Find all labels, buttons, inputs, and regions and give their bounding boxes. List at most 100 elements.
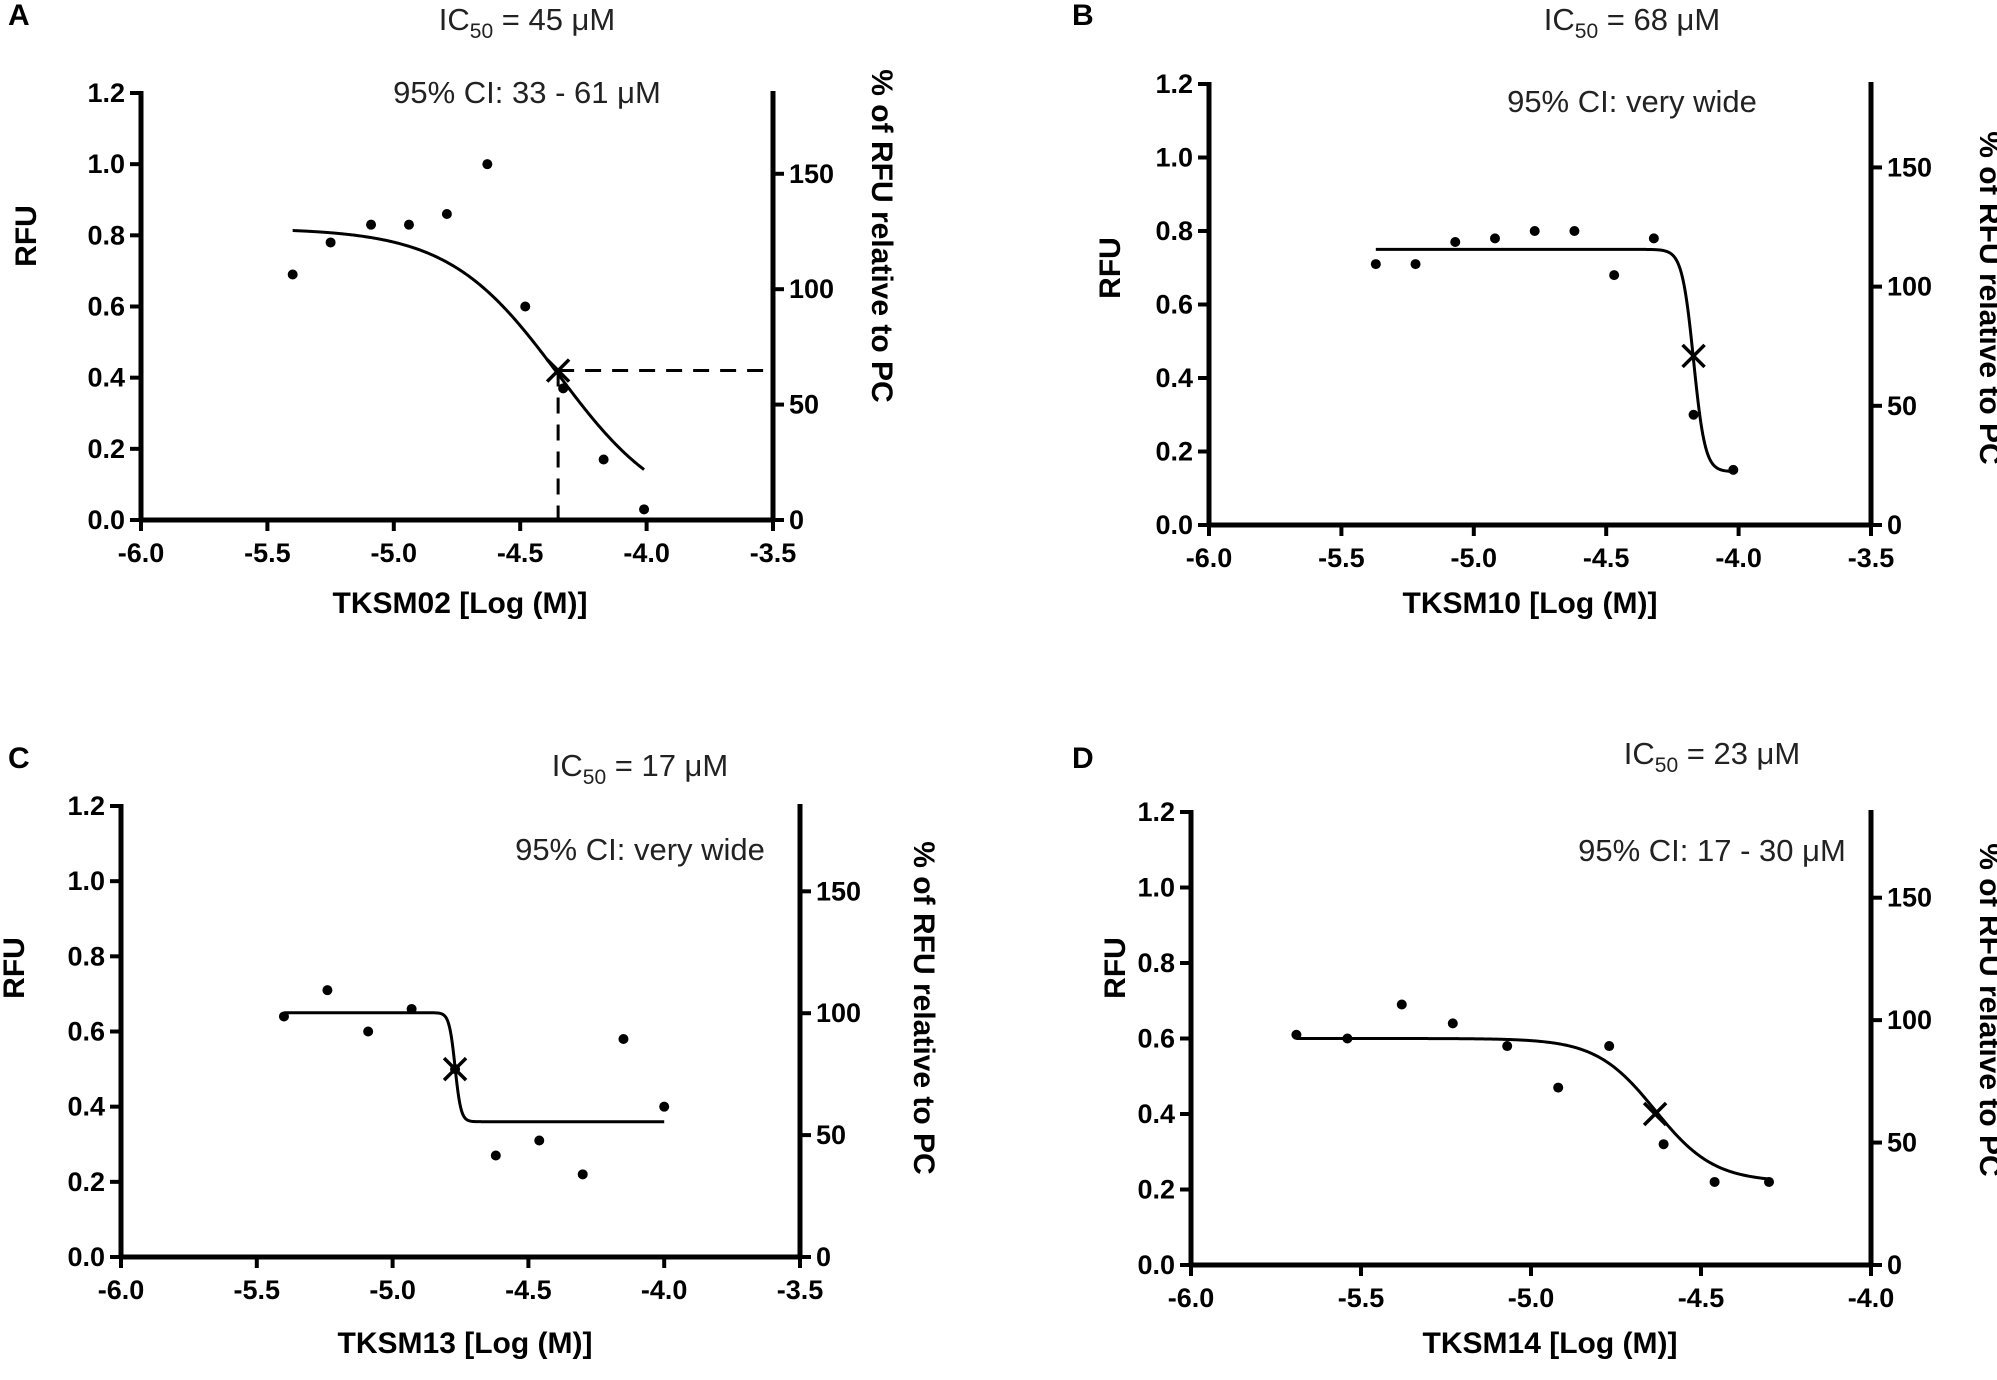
data-point (618, 1034, 629, 1045)
ci-label: 95% CI: very wide (515, 832, 765, 867)
ic50-prefix: IC (552, 748, 583, 783)
x-axis-title: TKSM14 [Log (M)] (1423, 1327, 1678, 1360)
y-axis-title: RFU (1099, 937, 1132, 999)
x-axis-title: TKSM10 [Log (M)] (1403, 587, 1658, 620)
data-point (1604, 1041, 1615, 1052)
ci-label: 95% CI: very wide (1507, 84, 1757, 119)
data-point (1728, 464, 1739, 475)
data-point (325, 237, 336, 248)
y2-tick-label: 150 (1887, 152, 1932, 182)
ic50-label: IC50 = 45 μM (439, 2, 615, 43)
data-point (287, 269, 298, 280)
x-tick-label: -4.0 (1715, 543, 1762, 573)
data-point (639, 504, 650, 515)
data-point (1658, 1139, 1669, 1150)
y2-tick-label: 100 (1887, 272, 1932, 302)
x-axis-title: TKSM13 [Log (M)] (338, 1327, 593, 1360)
x-tick-label: -3.5 (750, 538, 797, 568)
y-axis-title: RFU (1094, 237, 1127, 299)
y-tick-label: 0.4 (1137, 1099, 1175, 1129)
x-tick-label: -4.5 (1678, 1283, 1725, 1313)
y-tick-label: 1.2 (87, 78, 125, 108)
data-point (1529, 226, 1540, 236)
data-point (1396, 999, 1407, 1010)
ic50-marker-stroke (1642, 1101, 1668, 1127)
y-tick-label: 0.4 (1155, 363, 1193, 393)
y-tick-label: 0.6 (87, 292, 125, 322)
y-axis-title: RFU (10, 205, 43, 267)
y-tick-label: 1.2 (67, 791, 105, 821)
data-point (1489, 233, 1500, 244)
x-tick-label: -6.0 (1186, 543, 1233, 573)
ic50-value: = 45 μM (493, 2, 615, 37)
data-point (1370, 259, 1381, 270)
panel-letter: B (1072, 0, 1094, 32)
y-tick-label: 1.2 (1155, 69, 1193, 99)
y2-tick-label: 150 (1887, 883, 1932, 913)
x-tick-label: -3.5 (777, 1275, 824, 1305)
y-tick-label: 1.2 (1137, 797, 1175, 827)
y2-tick-label: 0 (1887, 1250, 1902, 1280)
data-point (520, 301, 531, 312)
panel-letter: C (8, 742, 30, 775)
ic50-subscript: 50 (1655, 754, 1678, 777)
x-tick-label: -6.0 (118, 538, 165, 568)
x-tick-label: -4.0 (1848, 1283, 1895, 1313)
ci-label: 95% CI: 33 - 61 μM (393, 75, 661, 110)
y2-axis-title: % of RFU relative to PC (1973, 843, 1997, 1176)
panel-letter: D (1072, 742, 1094, 775)
x-tick-label: -5.0 (369, 1275, 416, 1305)
ic50-subscript: 50 (583, 766, 606, 789)
y2-tick-label: 0 (1887, 510, 1902, 540)
ic50-prefix: IC (439, 2, 470, 37)
data-point (1688, 409, 1699, 420)
y-axis-title: RFU (0, 937, 31, 999)
fit-curve (283, 1011, 665, 1124)
y-tick-label: 1.0 (67, 866, 105, 896)
y-tick-label: 1.0 (87, 149, 125, 179)
y2-tick-label: 50 (1887, 391, 1917, 421)
data-point (363, 1026, 374, 1037)
ic50-label: IC50 = 23 μM (1624, 736, 1800, 777)
ic50-value: = 17 μM (606, 748, 728, 783)
y-tick-label: 0.8 (67, 941, 105, 971)
x-tick-label: -5.0 (1451, 543, 1498, 573)
data-point (1709, 1176, 1720, 1187)
data-point (1291, 1029, 1302, 1040)
y-tick-label: 0.6 (1137, 1024, 1175, 1054)
fit-curve (1375, 247, 1734, 473)
ic50-subscript: 50 (1575, 20, 1598, 43)
data-point (482, 159, 493, 170)
data-point (441, 208, 452, 219)
data-point (406, 1003, 417, 1014)
y2-tick-label: 150 (816, 876, 861, 906)
y-tick-label: 0.8 (1155, 216, 1193, 246)
y-tick-label: 0.0 (1137, 1250, 1175, 1280)
y2-axis-title: % of RFU relative to PC (907, 841, 940, 1174)
y2-tick-label: 50 (789, 390, 819, 420)
data-point (490, 1150, 501, 1161)
y-tick-label: 0.0 (1155, 510, 1193, 540)
data-point (278, 1011, 289, 1022)
y-tick-label: 1.0 (1155, 143, 1193, 173)
x-tick-label: -6.0 (1168, 1283, 1215, 1313)
ic50-marker (1681, 343, 1706, 369)
ic50-subscript: 50 (470, 20, 493, 43)
y-tick-label: 0.4 (67, 1092, 105, 1122)
y2-tick-label: 100 (816, 998, 861, 1028)
x-tick-label: -5.5 (1318, 543, 1365, 573)
data-point (322, 985, 333, 996)
y2-axis-title: % of RFU relative to PC (865, 69, 898, 402)
y2-tick-label: 100 (789, 274, 834, 304)
ic50-label: IC50 = 17 μM (552, 748, 728, 789)
y-tick-label: 0.8 (1137, 948, 1175, 978)
ic50-marker (1642, 1101, 1668, 1127)
ic50-marker-stroke (545, 358, 571, 383)
ic50-marker-stroke (1681, 343, 1706, 369)
ic50-label: IC50 = 68 μM (1544, 2, 1720, 43)
y-tick-label: 0.6 (1155, 290, 1193, 320)
x-tick-label: -4.5 (497, 538, 544, 568)
